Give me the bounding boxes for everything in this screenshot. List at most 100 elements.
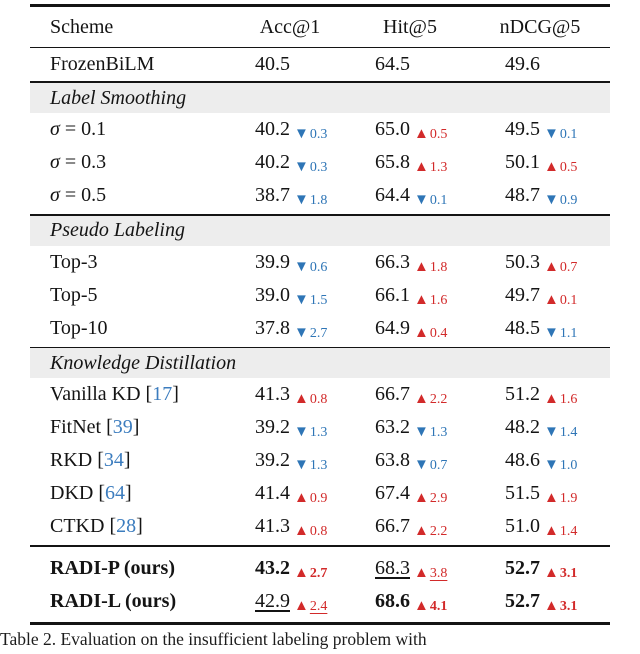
delta-up-icon: ▲ xyxy=(544,159,559,176)
delta-down-icon: ▼ xyxy=(414,457,429,474)
delta-group: ▼1.1 xyxy=(544,325,590,342)
scheme-cell: Top-10 xyxy=(50,316,108,339)
delta-value: 0.1 xyxy=(559,292,578,308)
column-header-scheme: Scheme xyxy=(50,15,114,38)
metric-value: 52.7 xyxy=(505,557,540,580)
delta-down-icon: ▼ xyxy=(544,457,559,474)
metric-cell: 68.6 ▲4.1 xyxy=(350,590,470,615)
metric-value: 51.2 xyxy=(505,383,540,406)
delta-up-icon: ▲ xyxy=(414,391,429,408)
delta-value: 1.3 xyxy=(429,160,448,176)
sigma-symbol: σ xyxy=(50,151,60,174)
ours-rows-group: RADI-P (ours) 43.2 ▲2.7 68.3 ▲3.8 52.7 ▲3.1 RAD… xyxy=(30,547,610,622)
metric-cell: 64.9 ▲0.4 xyxy=(350,316,470,341)
delta-value: 0.1 xyxy=(559,127,578,143)
section-separator-rule xyxy=(30,214,610,216)
delta-up-icon: ▲ xyxy=(544,523,559,540)
delta-up-icon: ▲ xyxy=(294,391,309,408)
scheme-cell: σ = 0.5 xyxy=(50,184,107,207)
delta-group: ▼0.1 xyxy=(544,126,590,143)
delta-value: 0.9 xyxy=(559,193,578,209)
delta-group: ▲0.7 xyxy=(544,259,590,276)
delta-down-icon: ▼ xyxy=(544,192,559,209)
citation-link[interactable]: 34 xyxy=(103,449,124,472)
table-row: σ = 0.3 40.2 ▼0.3 65.8 ▲1.3 50.1 ▲0.5 xyxy=(30,146,610,179)
citation-link[interactable]: 39 xyxy=(112,416,133,439)
metric-cell: 64.5 xyxy=(350,53,470,76)
section-title: Pseudo Labeling xyxy=(50,219,185,242)
delta-value: 1.3 xyxy=(309,425,328,441)
delta-group: ▲2.2 xyxy=(414,391,460,408)
delta-value: 1.4 xyxy=(559,425,578,441)
delta-down-icon: ▼ xyxy=(294,424,309,441)
delta-down-icon: ▼ xyxy=(544,126,559,143)
section-header: Label Smoothing xyxy=(30,83,610,114)
metric-cell: 41.3 ▲0.8 xyxy=(230,515,350,540)
metric-cell: 63.8 ▼0.7 xyxy=(350,449,470,474)
scheme-cell: σ = 0.3 xyxy=(50,151,107,174)
metric-value: 64.9 xyxy=(375,316,410,339)
metric-cell: 39.2 ▼1.3 xyxy=(230,416,350,441)
scheme-cell: RADI-P (ours) xyxy=(50,557,175,580)
delta-down-icon: ▼ xyxy=(294,159,309,176)
delta-down-icon: ▼ xyxy=(294,457,309,474)
citation-link[interactable]: 28 xyxy=(116,515,137,538)
baseline-row-group: FrozenBiLM 40.5 64.5 49.6 xyxy=(30,48,610,81)
scheme-cell: CTKD [28] xyxy=(50,515,143,538)
metric-value: 51.0 xyxy=(505,515,540,538)
citation-link[interactable]: 64 xyxy=(105,482,126,505)
delta-group: ▼1.3 xyxy=(414,424,460,441)
delta-group: ▲3.1 xyxy=(544,565,590,582)
scheme-cell: RKD [34] xyxy=(50,449,131,472)
delta-up-icon: ▲ xyxy=(414,159,429,176)
delta-up-icon: ▲ xyxy=(294,490,309,507)
delta-group: ▲1.4 xyxy=(544,523,590,540)
delta-group: ▲3.8 xyxy=(414,565,460,582)
citation-link[interactable]: 17 xyxy=(152,383,173,406)
baseline-row: FrozenBiLM 40.5 64.5 49.6 xyxy=(30,48,610,81)
delta-value: 0.6 xyxy=(309,259,328,275)
metric-cell: 51.5 ▲1.9 xyxy=(470,482,610,507)
delta-group: ▼0.3 xyxy=(294,159,340,176)
metric-cell: 42.9 ▲2.4 xyxy=(230,590,350,614)
metric-value: 67.4 xyxy=(375,482,410,505)
delta-value: 0.5 xyxy=(429,127,448,143)
metric-cell: 48.2 ▼1.4 xyxy=(470,416,610,441)
delta-group: ▲2.7 xyxy=(294,565,340,582)
delta-value: 0.5 xyxy=(559,160,578,176)
delta-group: ▼1.3 xyxy=(294,457,340,474)
table-row: Top-10 37.8 ▼2.7 64.9 ▲0.4 48.5 ▼1.1 xyxy=(30,312,610,345)
delta-up-icon: ▲ xyxy=(544,490,559,507)
header-separator-rule xyxy=(30,47,610,49)
delta-group: ▲2.2 xyxy=(414,523,460,540)
metric-cell: 49.6 xyxy=(470,53,610,76)
delta-value: 0.8 xyxy=(309,392,328,408)
metric-value: 48.5 xyxy=(505,316,540,339)
section-header: Knowledge Distillation xyxy=(30,348,610,379)
delta-value: 0.8 xyxy=(309,524,328,540)
metric-cell: 48.6 ▼1.0 xyxy=(470,449,610,474)
metric-cell: 66.1 ▲1.6 xyxy=(350,284,470,308)
table-header-row: Scheme Acc@1 Hit@5 nDCG@5 xyxy=(30,7,610,47)
metric-cell: 66.7 ▲2.2 xyxy=(350,383,470,408)
delta-down-icon: ▼ xyxy=(544,424,559,441)
section-header: Pseudo Labeling xyxy=(30,215,610,246)
metric-value: 39.2 xyxy=(255,416,290,439)
delta-group: ▲1.8 xyxy=(414,259,460,276)
delta-group: ▲0.5 xyxy=(544,159,590,176)
delta-up-icon: ▲ xyxy=(294,523,309,540)
delta-down-icon: ▼ xyxy=(414,424,429,441)
delta-value: 0.1 xyxy=(429,193,448,209)
delta-up-icon: ▲ xyxy=(544,391,559,408)
table-row: CTKD [28] 41.3 ▲0.8 66.7 ▲2.2 51.0 ▲1.4 xyxy=(30,510,610,543)
delta-group: ▲4.1 xyxy=(414,598,460,615)
table-row: Vanilla KD [17] 41.3 ▲0.8 66.7 ▲2.2 51.2 ▲1.6 xyxy=(30,378,610,411)
table-row: FitNet [39] 39.2 ▼1.3 63.2 ▼1.3 48.2 ▼1.4 xyxy=(30,411,610,444)
delta-up-icon: ▲ xyxy=(414,324,429,341)
metric-value: 38.7 xyxy=(255,184,290,207)
table-row: RADI-L (ours) 42.9 ▲2.4 68.6 ▲4.1 52.7 ▲3.1 xyxy=(30,585,610,618)
delta-down-icon: ▼ xyxy=(294,258,309,275)
metric-cell: 41.4 ▲0.9 xyxy=(230,482,350,507)
metric-cell: 67.4 ▲2.9 xyxy=(350,482,470,506)
